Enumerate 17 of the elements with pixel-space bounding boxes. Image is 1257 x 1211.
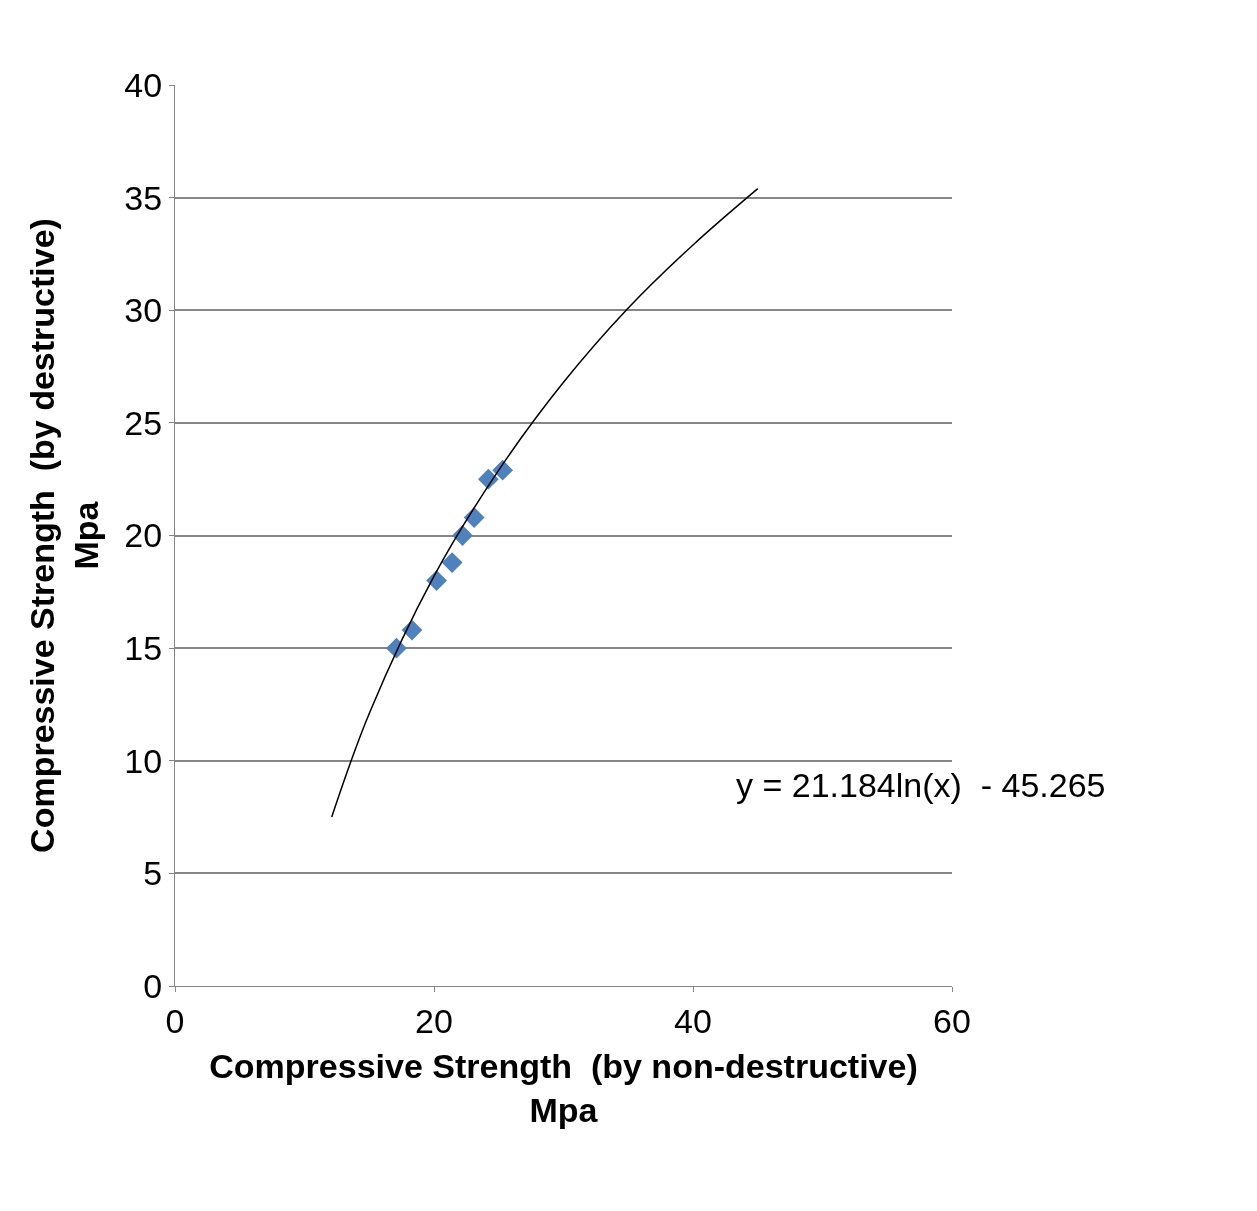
line-series [330,187,759,818]
y-axis-title: Compressive Strength (by destructive) Mpa [22,218,105,853]
y-tick-label: 20 [124,516,163,555]
x-axis-title: Compressive Strength (by non-destructive) Mpa [209,1047,918,1130]
y-tick-label: 10 [124,741,163,780]
x-tick-label: 20 [415,1001,453,1040]
y-tick-label: 5 [143,854,163,893]
y-tick-label: 35 [124,178,163,217]
point [441,552,463,573]
y-tick-label: 0 [143,966,163,1005]
y-tick-label: 25 [124,403,163,442]
x-tick-label: 40 [674,1001,712,1040]
y-tick-label: 30 [124,291,163,330]
annotation: y = 21.184ln(x) - 45.265 [736,766,1106,804]
y-tick-label: 15 [124,629,163,668]
y-tick-label: 40 [124,65,163,104]
x-tick-label: 60 [933,1001,971,1040]
